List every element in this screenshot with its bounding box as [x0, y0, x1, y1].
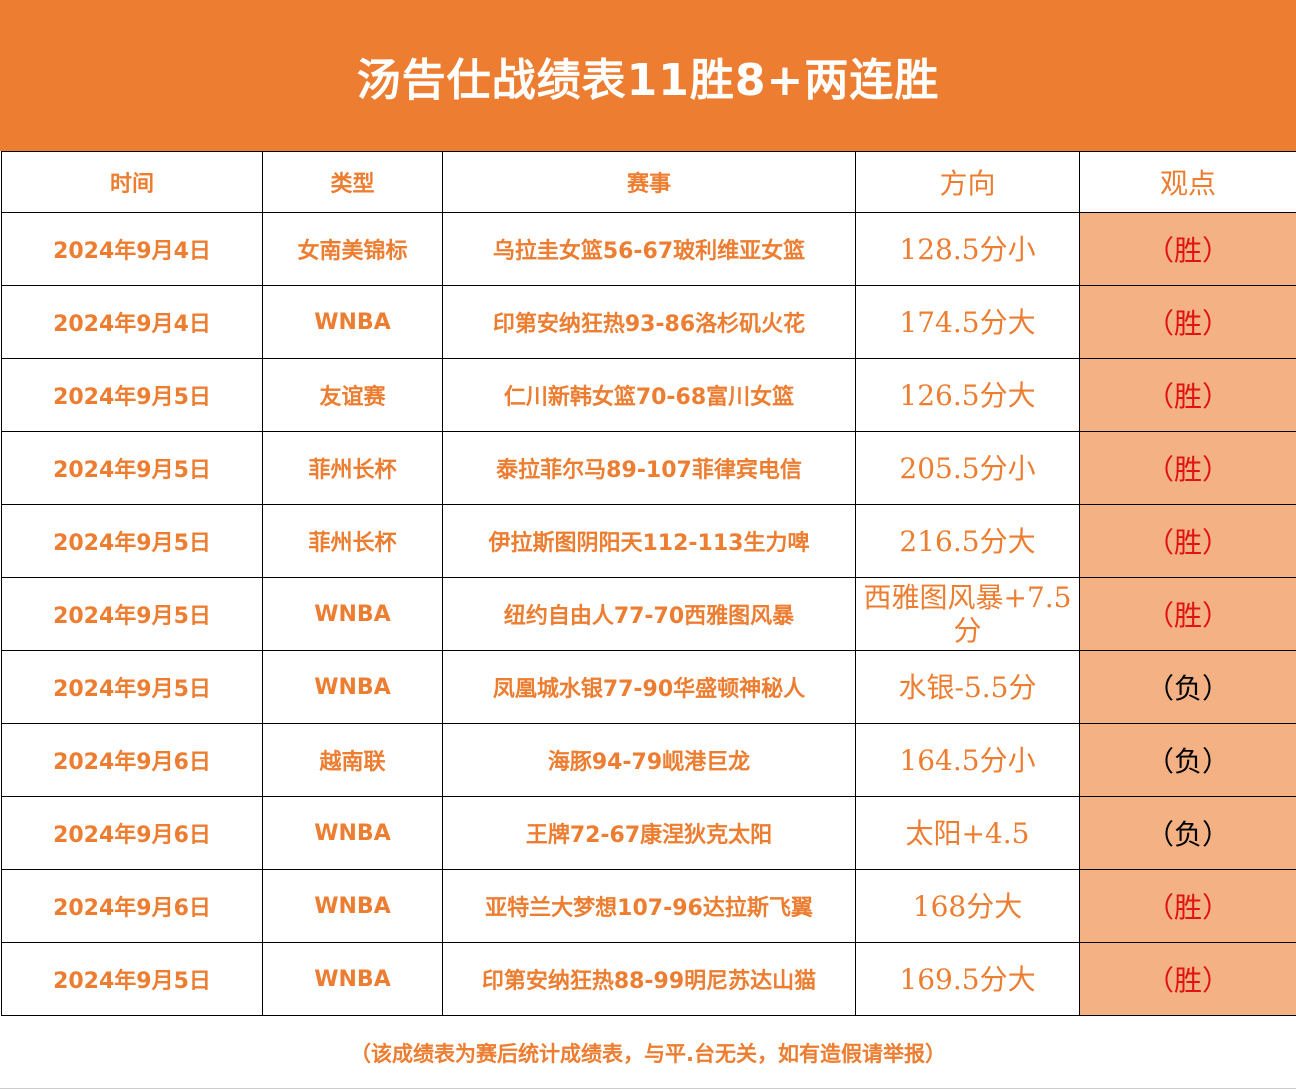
page-title: 汤告仕战绩表11胜8+两连胜	[356, 54, 940, 106]
cell-match: 亚特兰大梦想107-96达拉斯飞翼	[442, 869, 856, 943]
cell-type: 女南美锦标	[262, 212, 443, 286]
table-row: 2024年9月4日 女南美锦标 乌拉圭女篮56-67玻利维亚女篮 128.5分小 （胜）	[1, 212, 1296, 286]
disclaimer-text: （该成绩表为赛后统计成绩表，与平.台无关，如有造假请举报）	[350, 1041, 946, 1066]
cell-date: 2024年9月6日	[1, 723, 263, 797]
cell-result: （负）	[1079, 796, 1296, 870]
cell-result: （胜）	[1079, 431, 1296, 505]
cell-direction: 128.5分小	[855, 212, 1080, 286]
cell-result: （胜）	[1079, 504, 1296, 578]
cell-date: 2024年9月5日	[1, 942, 263, 1016]
cell-match: 海豚94-79岘港巨龙	[442, 723, 856, 797]
table-row: 2024年9月5日 WNBA 凤凰城水银77-90华盛顿神秘人 水银-5.5分 （负）	[1, 650, 1296, 724]
cell-result: （胜）	[1079, 285, 1296, 359]
table-row: 2024年9月5日 菲州长杯 泰拉菲尔马89-107菲律宾电信 205.5分小 （胜）	[1, 431, 1296, 505]
cell-date: 2024年9月5日	[1, 504, 263, 578]
column-header-type: 类型	[262, 151, 443, 213]
cell-type: 越南联	[262, 723, 443, 797]
record-table: 时间 类型 赛事 方向 观点 2024年9月4日 女南美锦标 乌拉圭女篮56-67玻…	[1, 151, 1296, 1016]
cell-direction: 水银-5.5分	[855, 650, 1080, 724]
cell-direction: 216.5分大	[855, 504, 1080, 578]
column-header-time: 时间	[1, 151, 263, 213]
cell-direction: 太阳+4.5	[855, 796, 1080, 870]
cell-result: （负）	[1079, 650, 1296, 724]
cell-match: 仁川新韩女篮70-68富川女篮	[442, 358, 856, 432]
table-row: 2024年9月6日 越南联 海豚94-79岘港巨龙 164.5分小 （负）	[1, 723, 1296, 797]
cell-type: WNBA	[262, 796, 443, 870]
cell-type: 菲州长杯	[262, 431, 443, 505]
cell-type: WNBA	[262, 650, 443, 724]
cell-direction: 126.5分大	[855, 358, 1080, 432]
cell-match: 印第安纳狂热88-99明尼苏达山猫	[442, 942, 856, 1016]
column-header-direction: 方向	[855, 151, 1080, 213]
cell-type: 友谊赛	[262, 358, 443, 432]
cell-direction: 西雅图风暴+7.5分	[855, 577, 1080, 651]
table-row: 2024年9月5日 WNBA 印第安纳狂热88-99明尼苏达山猫 169.5分大 （胜）	[1, 942, 1296, 1016]
cell-match: 凤凰城水银77-90华盛顿神秘人	[442, 650, 856, 724]
cell-direction: 168分大	[855, 869, 1080, 943]
cell-date: 2024年9月5日	[1, 431, 263, 505]
table-row: 2024年9月4日 WNBA 印第安纳狂热93-86洛杉矶火花 174.5分大 （胜）	[1, 285, 1296, 359]
cell-date: 2024年9月5日	[1, 650, 263, 724]
cell-direction: 164.5分小	[855, 723, 1080, 797]
cell-direction: 205.5分小	[855, 431, 1080, 505]
cell-match: 乌拉圭女篮56-67玻利维亚女篮	[442, 212, 856, 286]
header-row: 时间 类型 赛事 方向 观点	[1, 151, 1296, 213]
table-row: 2024年9月5日 菲州长杯 伊拉斯图阴阳天112-113生力啤 216.5分大 （胜）	[1, 504, 1296, 578]
cell-date: 2024年9月6日	[1, 869, 263, 943]
cell-date: 2024年9月5日	[1, 577, 263, 651]
cell-match: 纽约自由人77-70西雅图风暴	[442, 577, 856, 651]
cell-type: WNBA	[262, 869, 443, 943]
cell-match: 泰拉菲尔马89-107菲律宾电信	[442, 431, 856, 505]
cell-type: 菲州长杯	[262, 504, 443, 578]
cell-result: （胜）	[1079, 869, 1296, 943]
cell-result: （胜）	[1079, 577, 1296, 651]
cell-direction: 169.5分大	[855, 942, 1080, 1016]
cell-direction: 174.5分大	[855, 285, 1080, 359]
cell-date: 2024年9月6日	[1, 796, 263, 870]
cell-date: 2024年9月4日	[1, 212, 263, 286]
column-header-view: 观点	[1079, 151, 1296, 213]
disclaimer-footer: （该成绩表为赛后统计成绩表，与平.台无关，如有造假请举报）	[0, 1016, 1296, 1089]
table-row: 2024年9月5日 友谊赛 仁川新韩女篮70-68富川女篮 126.5分大 （胜）	[1, 358, 1296, 432]
table-row: 2024年9月6日 WNBA 王牌72-67康涅狄克太阳 太阳+4.5 （负）	[1, 796, 1296, 870]
cell-date: 2024年9月5日	[1, 358, 263, 432]
cell-type: WNBA	[262, 577, 443, 651]
cell-result: （负）	[1079, 723, 1296, 797]
cell-match: 伊拉斯图阴阳天112-113生力啤	[442, 504, 856, 578]
title-banner: 汤告仕战绩表11胜8+两连胜	[0, 0, 1296, 151]
cell-type: WNBA	[262, 285, 443, 359]
cell-result: （胜）	[1079, 358, 1296, 432]
cell-match: 王牌72-67康涅狄克太阳	[442, 796, 856, 870]
table-row: 2024年9月6日 WNBA 亚特兰大梦想107-96达拉斯飞翼 168分大 （胜）	[1, 869, 1296, 943]
column-header-match: 赛事	[442, 151, 856, 213]
table-row: 2024年9月5日 WNBA 纽约自由人77-70西雅图风暴 西雅图风暴+7.5分 （胜…	[1, 577, 1296, 651]
cell-result: （胜）	[1079, 942, 1296, 1016]
cell-result: （胜）	[1079, 212, 1296, 286]
cell-date: 2024年9月4日	[1, 285, 263, 359]
cell-type: WNBA	[262, 942, 443, 1016]
cell-match: 印第安纳狂热93-86洛杉矶火花	[442, 285, 856, 359]
